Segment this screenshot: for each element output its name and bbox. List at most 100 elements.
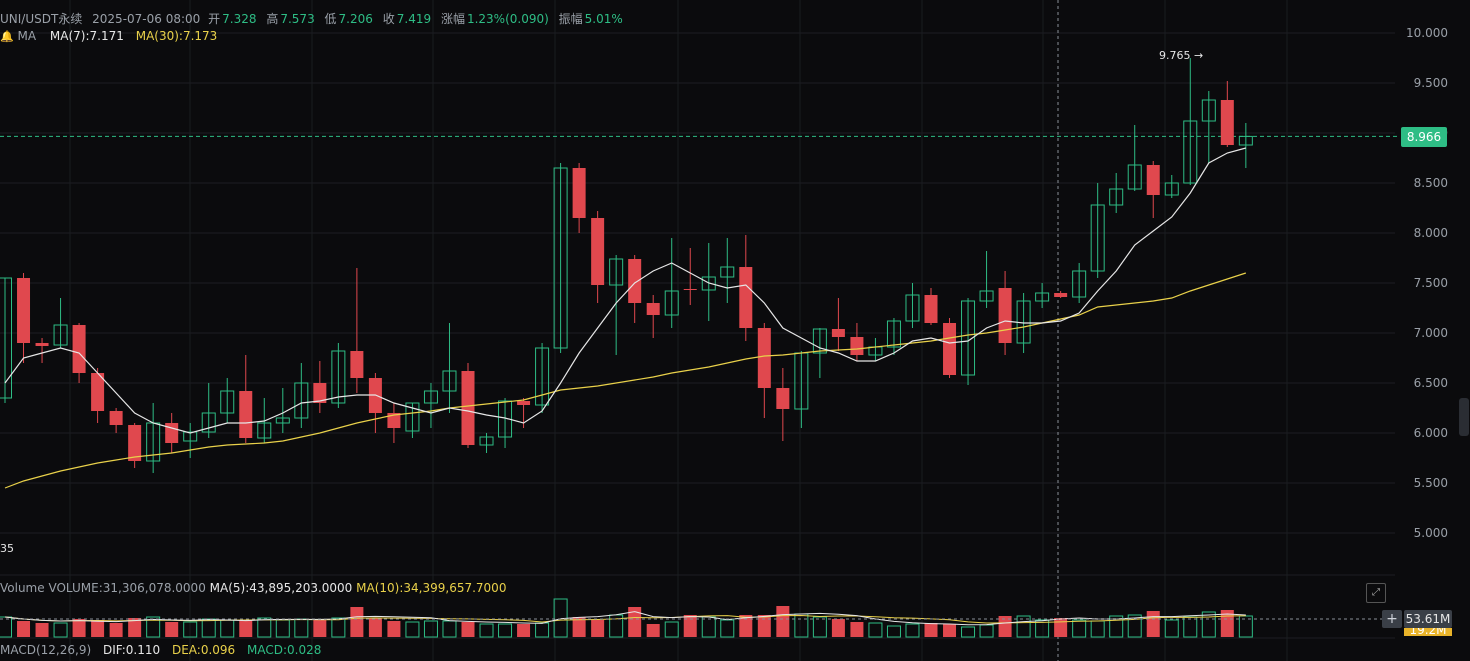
macd-label[interactable]: MACD(12,26,9) bbox=[0, 643, 92, 657]
volume-bar bbox=[1127, 614, 1142, 638]
volume-bar bbox=[220, 619, 235, 638]
ma30-line bbox=[4, 272, 1247, 489]
volume-bar bbox=[1090, 620, 1105, 638]
candle-body bbox=[275, 417, 290, 424]
change-value: 1.23%(0.090) bbox=[466, 12, 549, 26]
candle-body bbox=[220, 390, 235, 414]
volume-bar bbox=[572, 617, 586, 637]
candle-body bbox=[609, 258, 624, 286]
add-indicator-button[interactable]: + bbox=[1382, 610, 1402, 628]
y-tick-label: 9.500 bbox=[1414, 76, 1448, 90]
candle-body bbox=[739, 267, 753, 328]
volume-bar bbox=[91, 620, 105, 637]
candle-body bbox=[1238, 135, 1253, 146]
volume-ma10: MA(10):34,399,657.7000 bbox=[356, 581, 507, 595]
open-value: 7.328 bbox=[222, 12, 257, 26]
volume-bar bbox=[201, 618, 216, 638]
high-label: 高 bbox=[266, 12, 279, 26]
candle-body bbox=[1220, 100, 1234, 145]
candle-body bbox=[294, 382, 309, 419]
candle-body bbox=[776, 388, 790, 409]
y-tick-label: 8.000 bbox=[1414, 226, 1448, 240]
candle-body bbox=[943, 323, 957, 375]
y-tick-label: 6.000 bbox=[1414, 426, 1448, 440]
volume-bar bbox=[1109, 615, 1124, 638]
bell-icon[interactable]: 🔔 bbox=[0, 30, 14, 43]
volume-ma5-line bbox=[4, 611, 1246, 626]
volume-bar bbox=[1220, 610, 1234, 637]
candle-body bbox=[313, 383, 327, 403]
side-panel-handle[interactable] bbox=[1459, 398, 1469, 436]
candle-body bbox=[553, 167, 568, 349]
candle-body bbox=[1109, 188, 1124, 206]
candle-body bbox=[479, 436, 494, 446]
candle-body bbox=[720, 266, 735, 278]
volume-bar bbox=[664, 621, 679, 638]
volume-tag: 53.61M bbox=[1404, 610, 1452, 628]
y-tick-label: 10.000 bbox=[1406, 26, 1448, 40]
volume-bar bbox=[165, 622, 179, 637]
candle-body bbox=[239, 391, 253, 438]
candle-body bbox=[850, 337, 864, 355]
candle-body bbox=[109, 411, 123, 425]
candle-body bbox=[664, 290, 679, 316]
volume-bar bbox=[794, 613, 809, 638]
change-label: 涨幅 bbox=[440, 12, 465, 26]
datetime-label: 2025-07-06 08:00 bbox=[92, 12, 201, 26]
candle-body bbox=[423, 390, 438, 404]
candle-body bbox=[128, 425, 142, 461]
candle-body bbox=[979, 290, 994, 302]
expand-icon[interactable]: ⤢ bbox=[1366, 583, 1386, 603]
close-value: 7.419 bbox=[396, 12, 432, 26]
open-label: 开 bbox=[208, 12, 221, 26]
volume-bar bbox=[1072, 619, 1087, 638]
ma-label[interactable]: MA bbox=[17, 29, 37, 43]
volume-ma10-line bbox=[4, 614, 1246, 624]
volume-bar bbox=[961, 626, 976, 638]
candle-body bbox=[517, 401, 531, 405]
high-value: 7.573 bbox=[280, 12, 315, 26]
volume-bar bbox=[1146, 611, 1160, 637]
volume-bar bbox=[591, 620, 605, 637]
volume-bar bbox=[72, 619, 86, 637]
candle-body bbox=[183, 431, 198, 442]
volume-bar bbox=[0, 616, 12, 638]
candle-body bbox=[1072, 270, 1087, 298]
volume-bar bbox=[517, 624, 531, 637]
volume-bar bbox=[294, 618, 309, 638]
candle-body bbox=[257, 422, 272, 439]
volume-bar bbox=[387, 621, 401, 637]
candle-body bbox=[1054, 293, 1068, 297]
candle-body bbox=[1035, 292, 1050, 302]
candle-body bbox=[91, 373, 105, 411]
candle-body bbox=[831, 329, 845, 337]
volume-bar bbox=[739, 615, 753, 637]
ma-legend: 🔔 MA MA(7):7.171 MA(30):7.173 bbox=[0, 29, 217, 43]
close-label: 收 bbox=[382, 12, 395, 26]
volume-value: VOLUME:31,306,078.0000 bbox=[48, 581, 206, 595]
volume-ma-tag: 19.2M bbox=[1404, 628, 1452, 636]
candle-body bbox=[201, 412, 216, 433]
candle-body bbox=[683, 289, 697, 290]
candle-body bbox=[53, 324, 68, 346]
low-value: 7.206 bbox=[338, 12, 373, 26]
volume-bar bbox=[146, 616, 161, 638]
candle-body bbox=[535, 347, 550, 406]
volume-ma-tag-text: 19.2M bbox=[1409, 628, 1447, 636]
volume-bar bbox=[350, 607, 364, 637]
candle-body bbox=[1146, 165, 1160, 195]
candle-body bbox=[646, 303, 660, 315]
candle-body bbox=[701, 276, 716, 291]
volume-bar bbox=[757, 615, 771, 637]
candle-body bbox=[628, 259, 642, 303]
volume-bar bbox=[423, 620, 438, 638]
y-tick-label: 5.000 bbox=[1414, 526, 1448, 540]
y-tick-label: 5.500 bbox=[1414, 476, 1448, 490]
volume-label[interactable]: Volume bbox=[0, 581, 45, 595]
candle-body bbox=[591, 218, 605, 285]
candle-body bbox=[998, 288, 1012, 343]
volume-bar bbox=[1054, 618, 1068, 637]
candle-body bbox=[331, 350, 346, 404]
volume-bar bbox=[53, 622, 68, 638]
